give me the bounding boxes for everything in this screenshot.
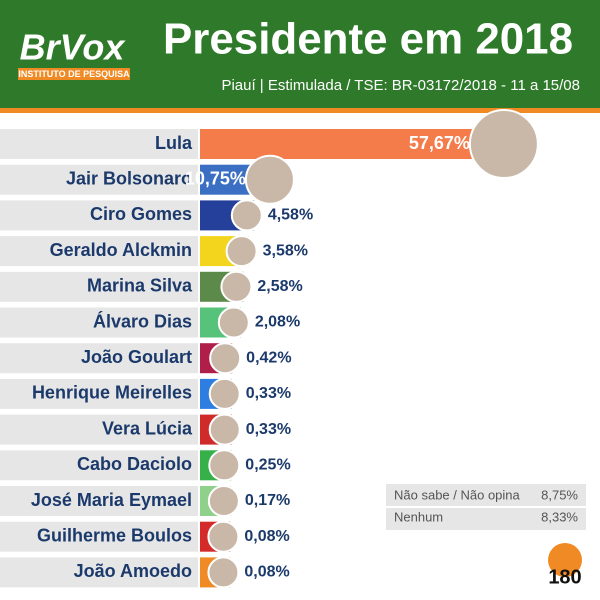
category-label: Lula bbox=[155, 133, 193, 153]
chart-subtitle: Piauí | Estimulada / TSE: BR-03172/2018 … bbox=[221, 77, 580, 94]
category-label: Jair Bolsonaro bbox=[66, 168, 192, 188]
label-band bbox=[0, 129, 198, 159]
avatar bbox=[225, 235, 258, 268]
avatar bbox=[207, 485, 240, 517]
avatar bbox=[208, 377, 241, 410]
label-band bbox=[0, 557, 198, 588]
header-band bbox=[0, 0, 600, 108]
others-label: Não sabe / Não opina bbox=[394, 487, 521, 502]
value-label: 0,42% bbox=[246, 349, 291, 366]
chart-title: Presidente em 2018 bbox=[163, 15, 573, 64]
value-label: 4,58% bbox=[268, 207, 313, 224]
value-label: 0,25% bbox=[245, 457, 290, 474]
category-label: Ciro Gomes bbox=[90, 204, 192, 224]
value-label: 2,58% bbox=[257, 278, 302, 295]
label-band bbox=[0, 200, 198, 231]
value-label: 0,08% bbox=[244, 528, 289, 545]
category-label: João Amoedo bbox=[74, 561, 192, 581]
brand: 180 bbox=[548, 566, 581, 588]
label-band bbox=[0, 343, 198, 374]
label-band bbox=[0, 271, 198, 302]
label-band bbox=[0, 236, 198, 267]
category-label: João Goulart bbox=[81, 347, 192, 367]
avatar bbox=[217, 306, 250, 339]
category-label: Cabo Daciolo bbox=[77, 454, 192, 474]
category-label: Marina Silva bbox=[87, 276, 193, 296]
avatar bbox=[230, 199, 263, 232]
value-label: 3,58% bbox=[263, 242, 308, 259]
others-value: 8,33% bbox=[541, 509, 578, 524]
category-label: José Maria Eymael bbox=[31, 490, 192, 510]
category-label: Álvaro Dias bbox=[93, 310, 192, 331]
brand-mark bbox=[548, 543, 582, 577]
avatar bbox=[207, 556, 240, 589]
header-stripe bbox=[0, 108, 600, 113]
label-band bbox=[0, 307, 198, 338]
category-label: Henrique Meirelles bbox=[32, 383, 192, 403]
value-label: 0,33% bbox=[246, 421, 291, 438]
avatar bbox=[220, 270, 253, 303]
value-label: 57,67% bbox=[409, 133, 470, 153]
logo-band bbox=[18, 68, 130, 80]
avatar bbox=[208, 449, 241, 482]
avatar bbox=[208, 413, 241, 446]
others-value: 8,75% bbox=[541, 487, 578, 502]
category-label: Geraldo Alckmin bbox=[50, 240, 192, 260]
value-label: 0,17% bbox=[245, 492, 290, 509]
value-label: 10,75% bbox=[185, 168, 246, 188]
avatar bbox=[209, 342, 242, 375]
label-band bbox=[0, 414, 198, 445]
value-label: 0,08% bbox=[244, 564, 289, 581]
label-band bbox=[0, 378, 198, 409]
avatar bbox=[207, 520, 240, 553]
label-band bbox=[0, 521, 198, 552]
avatar bbox=[244, 154, 295, 205]
avatar bbox=[468, 109, 539, 179]
category-label: Guilherme Boulos bbox=[37, 525, 192, 545]
value-label: 0,33% bbox=[246, 385, 291, 402]
value-label: 2,08% bbox=[255, 314, 300, 331]
category-label: Vera Lúcia bbox=[102, 418, 193, 438]
others-label: Nenhum bbox=[394, 509, 443, 524]
label-band bbox=[0, 164, 198, 195]
logo-subtitle: INSTITUTO DE PESQUISA bbox=[18, 69, 130, 79]
logo: BrVox bbox=[20, 27, 127, 68]
label-band bbox=[0, 486, 198, 516]
label-band bbox=[0, 450, 198, 481]
